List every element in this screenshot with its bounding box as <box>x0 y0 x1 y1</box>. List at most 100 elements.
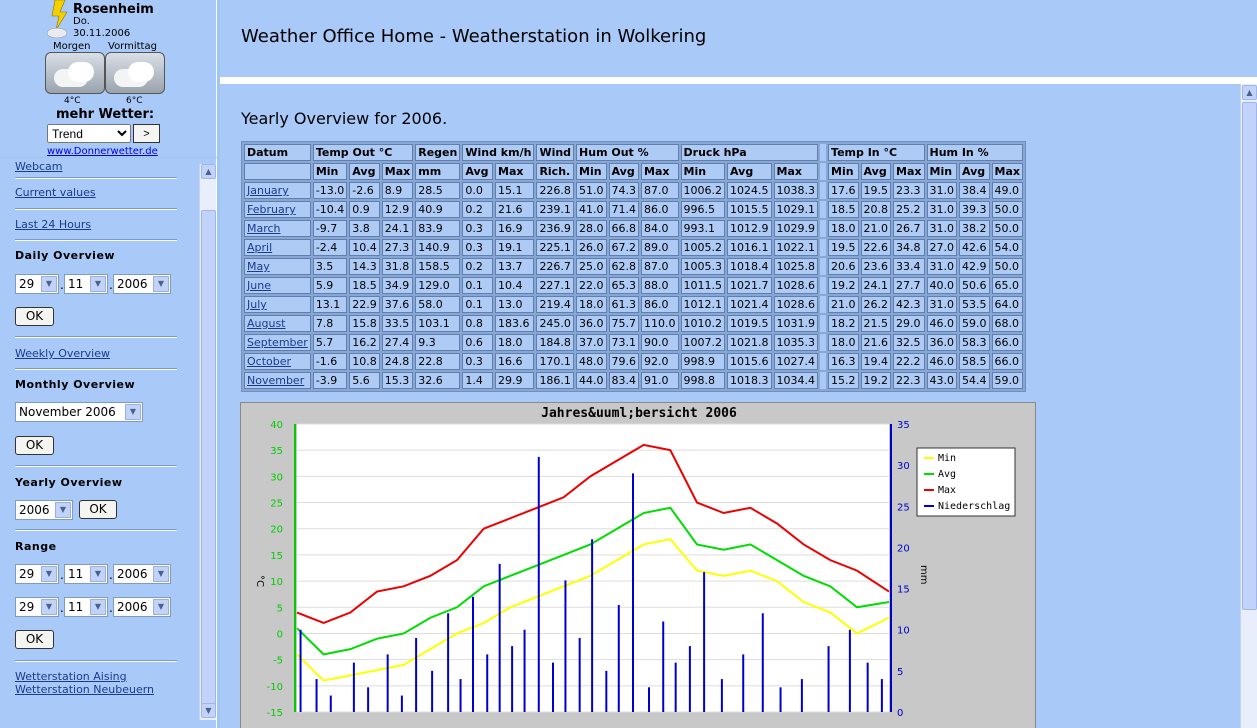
daily-day-select[interactable]: 29 ▼ <box>15 274 59 294</box>
table-cell: 21.6 <box>495 201 535 218</box>
table-cell: 19.4 <box>860 353 892 370</box>
month-link[interactable]: August <box>247 317 286 330</box>
forenoon-temp: 6°C <box>126 96 143 106</box>
table-cell: 18.2 <box>828 315 859 332</box>
current-values-link[interactable]: Current values <box>15 186 96 199</box>
wetterstation-aising-link[interactable]: Wetterstation Aising <box>15 670 127 683</box>
webcam-link[interactable]: Webcam <box>15 160 63 173</box>
go-button[interactable]: > <box>133 124 160 143</box>
table-cell: 14.3 <box>349 258 380 275</box>
city-name: Rosenheim <box>73 2 154 17</box>
subheader-blank <box>244 163 311 180</box>
legend-label: Max <box>938 485 956 496</box>
scrollbar-thumb[interactable] <box>1242 102 1257 610</box>
month-link[interactable]: September <box>247 336 308 349</box>
month-link[interactable]: January <box>247 184 289 197</box>
table-cell: 3.5 <box>312 258 348 275</box>
table-cell: 1021.7 <box>727 277 772 294</box>
yearly-ok-button[interactable]: OK <box>79 500 117 519</box>
scroll-up-arrow-icon[interactable]: ▲ <box>1242 85 1257 100</box>
main-scrollbar[interactable]: ▲ <box>1240 84 1257 728</box>
subheader-cell: Avg <box>860 163 892 180</box>
divider <box>15 660 177 662</box>
wetterstation-neubeuern-link[interactable]: Wetterstation Neubeuern <box>15 683 155 696</box>
main-content: Yearly Overview for 2006. Datum Temp Out… <box>220 82 1257 728</box>
table-cell: 1024.5 <box>727 182 772 199</box>
trend-select[interactable]: Trend <box>47 124 131 143</box>
y-tick-label: -10 <box>267 682 283 693</box>
subheader-cell: Avg <box>727 163 772 180</box>
table-cell: 227.1 <box>536 277 575 294</box>
table-cell: 65.0 <box>991 277 1023 294</box>
table-cell: 43.0 <box>926 372 958 389</box>
cloudy-icon <box>105 52 165 94</box>
y-axis-label: °C <box>254 575 265 587</box>
table-cell: 22.9 <box>349 296 380 313</box>
range-to-month-select[interactable]: 11 ▼ <box>64 597 108 617</box>
table-cell: 50.0 <box>991 220 1023 237</box>
col-group-temp-in: Temp In °C <box>828 144 925 161</box>
table-cell: 18.5 <box>828 201 859 218</box>
col-group-wind-dir: Wind <box>536 144 575 161</box>
monthly-ok-button[interactable]: OK <box>15 436 54 455</box>
range-from-year-select[interactable]: 2006 ▼ <box>113 564 171 584</box>
yearly-select[interactable]: 2006 ▼ <box>15 500 73 520</box>
month-link[interactable]: May <box>247 260 270 273</box>
range-to-day-select[interactable]: 29 ▼ <box>15 597 59 617</box>
donnerwetter-link[interactable]: www.Donnerwetter.de <box>47 146 158 157</box>
month-link[interactable]: March <box>247 222 281 235</box>
daily-month-select[interactable]: 11 ▼ <box>64 274 108 294</box>
range-ok-button[interactable]: OK <box>15 630 54 649</box>
y2-tick-label: 25 <box>897 502 910 513</box>
daily-year-select[interactable]: 2006 ▼ <box>113 274 171 294</box>
range-from-month-select[interactable]: 11 ▼ <box>64 564 108 584</box>
table-cell: 49.0 <box>991 182 1023 199</box>
table-cell: 10.4 <box>495 277 535 294</box>
table-cell: 1021.4 <box>727 296 772 313</box>
table-cell: 29.9 <box>495 372 535 389</box>
table-cell: 41.0 <box>576 201 607 218</box>
month-link[interactable]: November <box>247 374 305 387</box>
last-24-hours-link[interactable]: Last 24 Hours <box>15 218 92 231</box>
table-cell: 89.0 <box>641 239 679 256</box>
scroll-down-arrow-icon[interactable]: ▼ <box>201 703 216 718</box>
table-cell: 31.0 <box>926 220 958 237</box>
table-cell: 245.0 <box>536 315 575 332</box>
table-cell: -2.6 <box>349 182 380 199</box>
scroll-up-arrow-icon[interactable]: ▲ <box>201 164 216 179</box>
subheader-cell: Max <box>381 163 414 180</box>
table-cell: 9.3 <box>415 334 461 351</box>
table-cell: 1005.2 <box>680 239 726 256</box>
scrollbar-thumb[interactable] <box>201 210 216 710</box>
table-cell: 33.4 <box>893 258 925 275</box>
yearly-heading: Yearly Overview for 2006. <box>241 109 448 128</box>
y2-tick-label: 0 <box>897 708 903 719</box>
table-cell: 0.3 <box>462 220 494 237</box>
range-to-year-select[interactable]: 2006 ▼ <box>113 597 171 617</box>
side-scrollbar[interactable]: ▲ ▼ <box>199 164 216 720</box>
table-cell: 183.6 <box>495 315 535 332</box>
table-row: January -13.0 -2.6 8.9 28.5 0.0 15.1 226.8 51.0 7… <box>244 182 1023 199</box>
range-from-day-select[interactable]: 29 ▼ <box>15 564 59 584</box>
month-link[interactable]: October <box>247 355 292 368</box>
legend-label: Avg <box>938 469 956 480</box>
table-cell: 18.0 <box>828 220 859 237</box>
table-cell: 239.1 <box>536 201 575 218</box>
table-cell: 18.5 <box>349 277 380 294</box>
daily-ok-button[interactable]: OK <box>15 307 54 326</box>
forecast-date: 30.11.2006 <box>73 28 131 39</box>
month-link[interactable]: June <box>247 279 271 292</box>
y-tick-label: 0 <box>277 629 283 640</box>
table-cell: 998.8 <box>680 372 726 389</box>
table-cell: 12.9 <box>381 201 414 218</box>
table-cell: 19.5 <box>860 182 892 199</box>
month-link[interactable]: April <box>247 241 273 254</box>
subheader-cell: Avg <box>608 163 640 180</box>
table-cell: 993.1 <box>680 220 726 237</box>
month-link[interactable]: July <box>247 298 267 311</box>
weekly-overview-link[interactable]: Weekly Overview <box>15 347 110 360</box>
month-link[interactable]: February <box>247 203 296 216</box>
month-cell: August <box>244 315 311 332</box>
table-cell: 0.2 <box>462 201 494 218</box>
monthly-select[interactable]: November 2006 ▼ <box>15 402 143 422</box>
